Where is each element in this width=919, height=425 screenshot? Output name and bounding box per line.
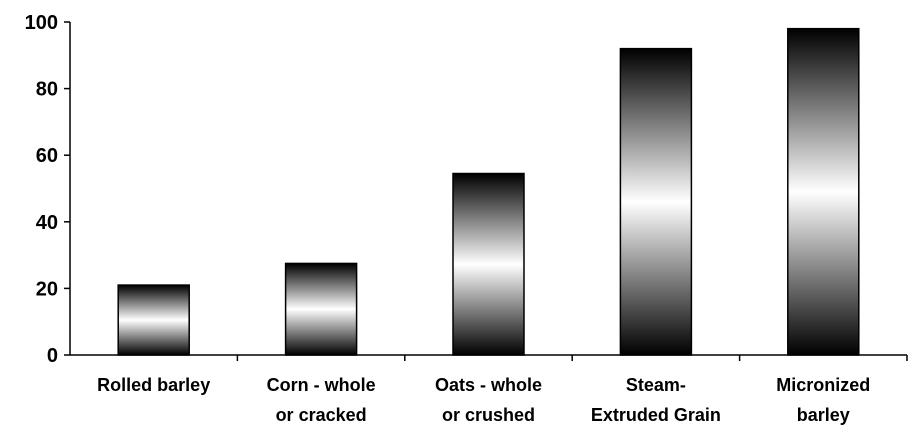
x-ticks-group <box>236 355 908 361</box>
x-category-label: Steam- <box>626 375 686 395</box>
x-category-label: Rolled barley <box>97 375 210 395</box>
x-category-label: Extruded Grain <box>591 405 721 425</box>
y-tick-label: 60 <box>36 145 58 167</box>
axes-group <box>69 22 907 356</box>
x-category-label: or crushed <box>442 405 535 425</box>
y-tick-label: 100 <box>25 12 58 34</box>
x-category-label: Corn - whole <box>267 375 376 395</box>
bar <box>452 172 525 356</box>
x-category-label: Micronized <box>776 375 870 395</box>
x-labels-group: Rolled barley Corn - whole or cracked Oats … <box>97 375 870 425</box>
y-tick-label: 0 <box>47 345 58 367</box>
x-category-label: or cracked <box>276 405 367 425</box>
y-tick-label: 40 <box>36 212 58 234</box>
bars-group <box>117 27 860 356</box>
bar <box>619 47 693 356</box>
x-category-label: barley <box>797 405 850 425</box>
bar <box>117 284 190 356</box>
bar <box>284 262 358 356</box>
y-tick-label: 80 <box>36 79 58 101</box>
y-ticks-group: 0 20 40 60 80 100 <box>25 12 70 367</box>
bar <box>787 27 860 356</box>
x-category-label: Oats - whole <box>435 375 542 395</box>
y-tick-label: 20 <box>36 278 58 300</box>
